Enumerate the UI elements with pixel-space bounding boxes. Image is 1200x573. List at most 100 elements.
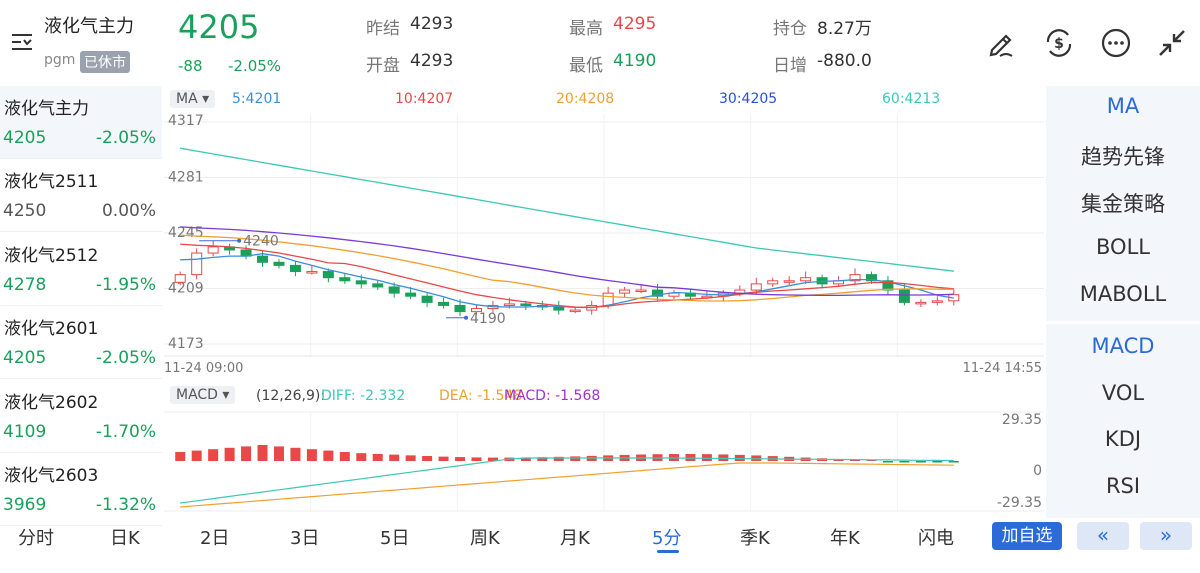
macd-bar [570, 456, 581, 461]
ma30-label: 30:4205 [719, 91, 778, 107]
indicator-item-kdj[interactable]: KDJ [1104, 427, 1142, 451]
macd-bar [471, 457, 482, 461]
period-tab[interactable]: 年K [830, 528, 860, 549]
ma5-line [180, 253, 954, 309]
contract-list-item[interactable]: 液化气2511 4250 0.00% [0, 159, 162, 233]
contract-list-item[interactable]: 液化气主力 4205 -2.05% [0, 86, 162, 159]
macd-bar [520, 457, 531, 461]
contract-name: 液化气2602 [4, 392, 99, 413]
contract-price: 4109 [3, 421, 47, 442]
candle-body [289, 264, 301, 273]
low-marker-dot [464, 315, 469, 320]
macd-bar [553, 456, 564, 461]
contract-price: 4205 [3, 348, 47, 369]
collapse-icon[interactable] [1155, 26, 1189, 60]
indicator-item-macd[interactable]: MACD [1091, 334, 1155, 358]
period-tab[interactable]: 闪电 [918, 528, 954, 549]
indicator-item-1[interactable]: 趋势先锋 [1081, 145, 1165, 169]
candle-body [750, 283, 762, 291]
more-icon[interactable] [1099, 26, 1133, 60]
candle-body [257, 255, 269, 263]
add-watchlist-button[interactable]: 加自选 [992, 522, 1062, 550]
contract-list-item[interactable]: 液化气2603 3969 -1.32% [0, 453, 162, 526]
macd-bar [339, 452, 350, 461]
diff-label: DIFF: -2.332 [321, 388, 406, 404]
header: 液化气主力 pgm 已休市 4205 -88 -2.05% 昨结 4293 开盘… [0, 0, 1200, 84]
contract-list: 液化气主力 4205 -2.05% 液化气2511 4250 0.00% 液化气2512 42… [0, 86, 162, 526]
indicator-item-ma[interactable]: MA [1106, 94, 1140, 118]
macd-bar [323, 450, 334, 461]
period-tab[interactable]: 日K [110, 528, 140, 549]
macd-bar [405, 455, 416, 461]
macd-selector[interactable]: MACD ▾ [170, 386, 236, 404]
macd-bar [273, 446, 284, 461]
candle-body [470, 308, 482, 313]
open-interest-value: 8.27万 [817, 19, 872, 39]
macd-bar [241, 446, 252, 461]
diff-line [180, 457, 954, 504]
pen-icon[interactable] [984, 26, 1018, 60]
candle-body [635, 289, 647, 293]
price-change-pct: -2.05% [228, 57, 282, 75]
y-tick-label: 4173 [168, 336, 204, 352]
macd-bar [899, 461, 910, 463]
indicator-panel: MA 趋势先锋集金策略 BOLL MABOLL MACD VOL KDJ RSI [1046, 86, 1200, 518]
macd-bar [372, 453, 383, 461]
period-tab[interactable]: 2日 [200, 528, 230, 549]
dollar-cycle-icon[interactable]: $ [1042, 26, 1076, 60]
y-tick-label: 4317 [168, 113, 204, 129]
period-tab[interactable]: 5分 [652, 528, 682, 549]
candle-body [273, 261, 285, 266]
prev-settle-value: 4293 [410, 14, 454, 34]
candle-body [652, 289, 664, 297]
indicator-item-rsi[interactable]: RSI [1105, 474, 1141, 498]
contract-price: 4205 [3, 128, 47, 148]
period-tab[interactable]: 分时 [18, 528, 54, 549]
open-label: 开盘 [366, 56, 400, 76]
indicator-item-vol[interactable]: VOL [1101, 381, 1145, 405]
ma10-line [180, 243, 954, 308]
contract-name: 液化气2603 [4, 466, 99, 486]
indicator-item-boll[interactable]: BOLL [1096, 235, 1150, 259]
indicator-divider [1046, 321, 1200, 324]
macd-tick-label: 29.35 [1002, 412, 1042, 428]
contract-list-item[interactable]: 液化气2601 4205 -2.05% [0, 306, 162, 380]
period-tab[interactable]: 月K [560, 528, 590, 549]
indicator-item-2[interactable]: 集金策略 [1081, 192, 1165, 216]
macd-value-label: MACD: -1.568 [504, 388, 601, 404]
macd-bar [422, 456, 433, 461]
contract-name: 液化气2511 [4, 172, 99, 193]
contract-price: 4250 [3, 201, 47, 222]
low-label: 最低 [569, 56, 603, 76]
candle-body [191, 252, 203, 276]
macd-bar [701, 454, 712, 461]
contract-list-item[interactable]: 液化气2512 4278 -1.95% [0, 233, 162, 306]
prev-button[interactable]: « [1077, 522, 1129, 550]
period-tab[interactable]: 5日 [380, 528, 410, 549]
candle-body [438, 301, 450, 306]
period-tab[interactable]: 3日 [290, 528, 320, 549]
period-tab[interactable]: 季K [740, 528, 770, 549]
kline-chart[interactable]: 4317 4281 4245 4209 4173 11-24 09:00 11-24 14:… [164, 86, 1044, 518]
candle-body [454, 304, 466, 313]
contract-name: 液化气2512 [4, 245, 99, 266]
ma-selector-label: MA [176, 91, 198, 107]
candle-body [898, 289, 910, 303]
chart-canvas[interactable]: 4317 4281 4245 4209 4173 11-24 09:00 11-24 14:… [164, 86, 1044, 518]
next-button[interactable]: » [1140, 522, 1192, 550]
macd-bar [932, 461, 943, 463]
ma-selector[interactable]: MA ▾ [170, 90, 216, 108]
contract-list-item[interactable]: 液化气2602 4109 -1.70% [0, 380, 162, 453]
macd-bar [224, 447, 235, 461]
menu-icon[interactable] [10, 30, 36, 54]
last-price: 4205 [178, 8, 260, 46]
contract-title[interactable]: 液化气主力 [44, 16, 134, 37]
status-badge: 已休市 [80, 51, 130, 73]
macd-bar [290, 447, 301, 461]
prev-settle-label: 昨结 [366, 19, 400, 39]
candle-body [339, 277, 351, 282]
high-marker-dot [237, 238, 242, 243]
macd-bar [487, 457, 498, 461]
indicator-item-maboll[interactable]: MABOLL [1079, 282, 1167, 306]
period-tab[interactable]: 周K [470, 528, 500, 549]
